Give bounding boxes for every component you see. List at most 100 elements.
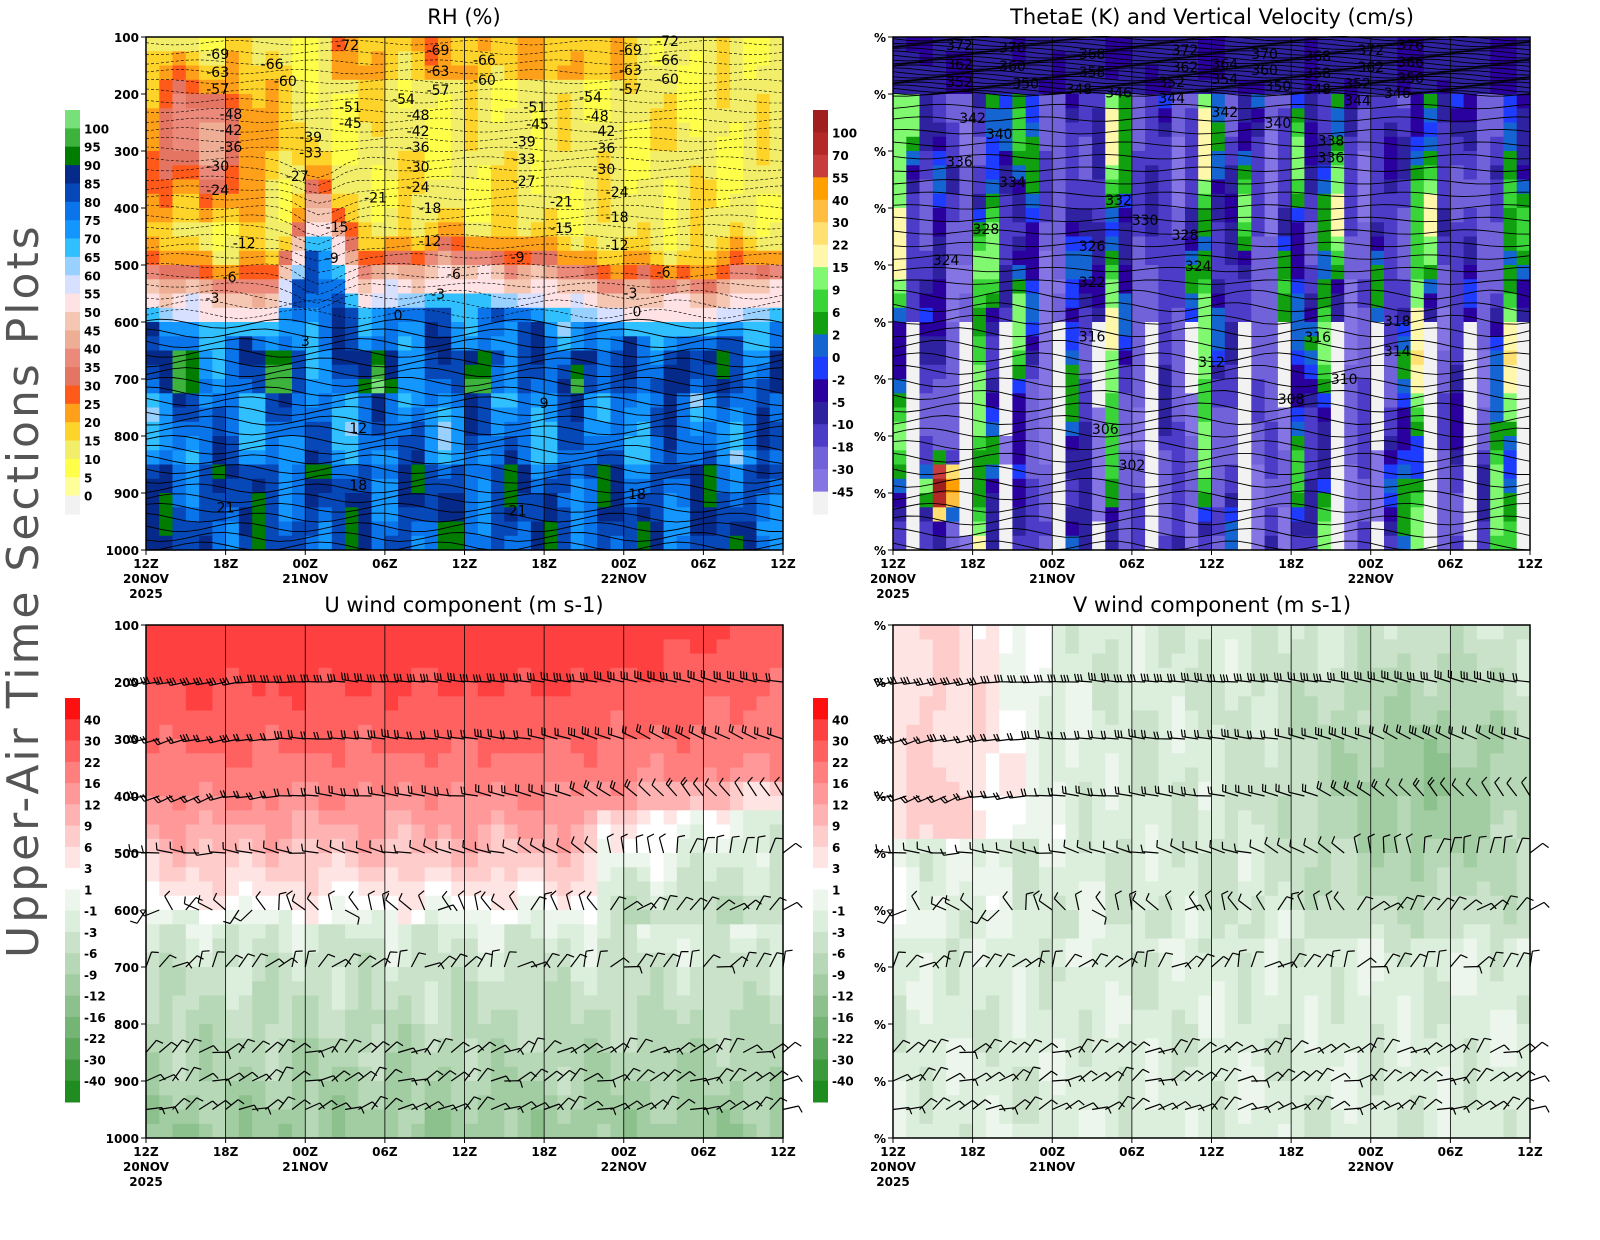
field-cell — [173, 753, 187, 768]
field-cell — [159, 123, 173, 138]
field-cell — [173, 294, 187, 309]
field-cell — [757, 51, 771, 66]
field-cell — [425, 867, 439, 882]
field-cell — [146, 351, 160, 366]
field-cell — [438, 251, 452, 266]
field-cell — [504, 351, 518, 366]
field-cell — [199, 967, 213, 982]
field-cell — [1517, 308, 1531, 323]
field-cell — [478, 279, 492, 294]
field-cell — [226, 639, 240, 654]
field-cell — [358, 711, 372, 726]
field-cell — [385, 37, 399, 52]
field-cell — [159, 810, 173, 825]
field-cell — [717, 151, 731, 166]
field-cell — [1411, 251, 1425, 266]
field-cell — [757, 522, 771, 537]
field-cell — [385, 351, 399, 366]
field-cell — [946, 408, 960, 423]
contour-label: -54 — [579, 90, 602, 106]
field-cell — [664, 408, 678, 423]
field-cell — [1172, 165, 1186, 180]
field-cell — [933, 94, 947, 109]
field-cell — [411, 739, 425, 754]
colorbar-label: 40 — [84, 343, 101, 357]
field-cell — [531, 867, 545, 882]
field-cell — [411, 953, 425, 968]
field-cell — [1358, 493, 1372, 508]
x-tick-label: 00Z — [1358, 557, 1384, 571]
contour-label: -69 — [619, 43, 642, 59]
field-cell — [199, 1010, 213, 1025]
field-cell — [531, 1053, 545, 1068]
field-cell — [624, 379, 638, 394]
field-cell — [292, 1053, 306, 1068]
field-cell — [319, 51, 333, 66]
field-cell — [199, 422, 213, 437]
field-cell — [305, 422, 319, 437]
field-cell — [690, 351, 704, 366]
field-cell — [1384, 522, 1398, 537]
field-cell — [252, 108, 266, 123]
field-cell — [703, 308, 717, 323]
field-cell — [920, 237, 934, 252]
field-cell — [319, 165, 333, 180]
field-cell — [478, 94, 492, 109]
y-tick-label: 1000 — [106, 544, 139, 558]
field-cell — [411, 753, 425, 768]
field-cell — [279, 393, 293, 408]
field-cell — [398, 379, 412, 394]
field-cell — [146, 996, 160, 1011]
field-cell — [717, 308, 731, 323]
field-cell — [504, 839, 518, 854]
field-cell — [491, 853, 505, 868]
field-cell — [319, 422, 333, 437]
field-cell — [584, 51, 598, 66]
field-cell — [491, 696, 505, 711]
field-cell — [557, 365, 571, 380]
contour-label: -63 — [619, 63, 642, 79]
field-cell — [557, 322, 571, 337]
field-cell — [252, 507, 266, 522]
field-cell — [1424, 351, 1438, 366]
field-cell — [1424, 365, 1438, 380]
x-tick-label: 00Z — [293, 557, 319, 571]
contour-label: -21 — [364, 191, 387, 207]
field-cell — [1490, 251, 1504, 266]
field-cell — [1331, 265, 1345, 280]
colorbar-swatch — [813, 312, 828, 335]
x-tick-label: 18Z — [960, 557, 986, 571]
field-cell — [1358, 222, 1372, 237]
y-tick-label: 200 — [114, 88, 139, 102]
field-cell — [385, 996, 399, 1011]
field-cell — [345, 536, 359, 551]
field-cell — [491, 768, 505, 783]
field-cell — [1132, 137, 1146, 152]
field-cell — [1012, 222, 1026, 237]
field-cell — [319, 322, 333, 337]
field-cell — [186, 924, 200, 939]
field-cell — [425, 910, 439, 925]
field-cell — [146, 696, 160, 711]
field-cell — [959, 365, 973, 380]
field-cell — [385, 739, 399, 754]
field-cell — [1397, 222, 1411, 237]
field-cell — [212, 522, 226, 537]
field-cell — [743, 108, 757, 123]
field-cell — [1145, 522, 1159, 537]
field-cell — [518, 265, 532, 280]
field-cell — [1238, 108, 1252, 123]
contour-label: -39 — [513, 134, 536, 150]
field-cell — [265, 654, 279, 669]
field-cell — [186, 696, 200, 711]
field-cell — [478, 682, 492, 697]
field-cell — [1291, 251, 1305, 266]
field-cell — [1012, 137, 1026, 152]
contour-label: 18 — [349, 478, 367, 494]
field-cell — [1251, 194, 1265, 209]
field-cell — [451, 80, 465, 95]
contour-label: -72 — [336, 38, 359, 54]
field-cell — [597, 66, 611, 81]
field-cell — [703, 493, 717, 508]
field-cell — [920, 507, 934, 522]
